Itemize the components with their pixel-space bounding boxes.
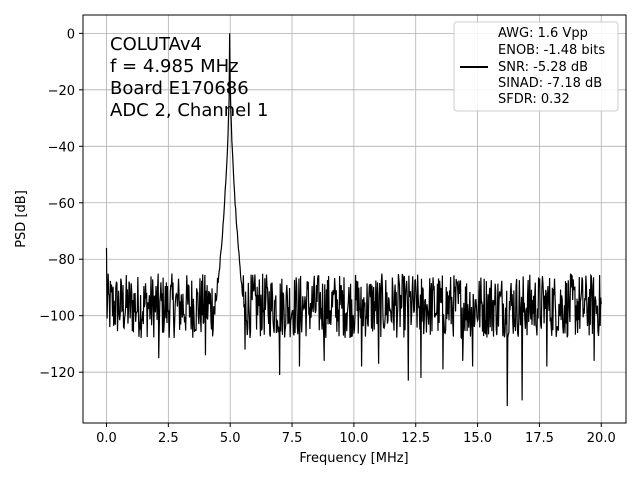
legend-entry-2: ENOB: -1.48 bits	[498, 43, 605, 58]
y-tick-label: 0	[67, 27, 75, 42]
legend-entry-1: AWG: 1.6 Vpp	[498, 26, 588, 41]
y-tick-label: −20	[48, 84, 75, 99]
plot-frame	[82, 14, 627, 424]
x-tick-label: 15.0	[463, 431, 492, 446]
legend: AWG: 1.6 Vpp ENOB: -1.48 bits SNR: -5.28…	[453, 21, 619, 112]
annotation-line-3: Board E170686	[110, 78, 249, 99]
annotation-line-2: f = 4.985 MHz	[110, 56, 239, 77]
y-ticks: 0 −20 −40 −60 −80 −100 −120	[39, 27, 83, 381]
legend-entry-3: SNR: -5.28 dB	[498, 60, 588, 75]
y-tick-label: −100	[39, 310, 75, 325]
x-tick-label: 17.5	[525, 431, 554, 446]
legend-entry-5: SFDR: 0.32	[498, 92, 570, 107]
legend-box	[453, 21, 619, 112]
y-tick-label: −40	[48, 140, 75, 155]
psd-series-line	[105, 33, 602, 407]
y-tick-label: −80	[48, 253, 75, 268]
annotation-line-4: ADC 2, Channel 1	[110, 100, 268, 121]
x-tick-label: 0.0	[96, 431, 117, 446]
y-tick-label: −120	[39, 366, 75, 381]
x-tick-label: 2.5	[158, 431, 179, 446]
x-tick-label: 20.0	[587, 431, 616, 446]
x-tick-label: 5.0	[220, 431, 241, 446]
y-axis-label: PSD [dB]	[14, 190, 29, 248]
y-tick-label: −60	[48, 197, 75, 212]
x-ticks: 0.0 2.5 5.0 7.5 10.0 12.5 15.0 17.5 20.0	[96, 423, 616, 446]
annotation-line-1: COLUTAv4	[110, 34, 202, 55]
x-tick-label: 12.5	[401, 431, 430, 446]
x-tick-label: 7.5	[282, 431, 303, 446]
legend-entry-4: SINAD: -7.18 dB	[498, 76, 602, 91]
x-tick-label: 10.0	[339, 431, 368, 446]
x-axis-label: Frequency [MHz]	[299, 451, 408, 466]
